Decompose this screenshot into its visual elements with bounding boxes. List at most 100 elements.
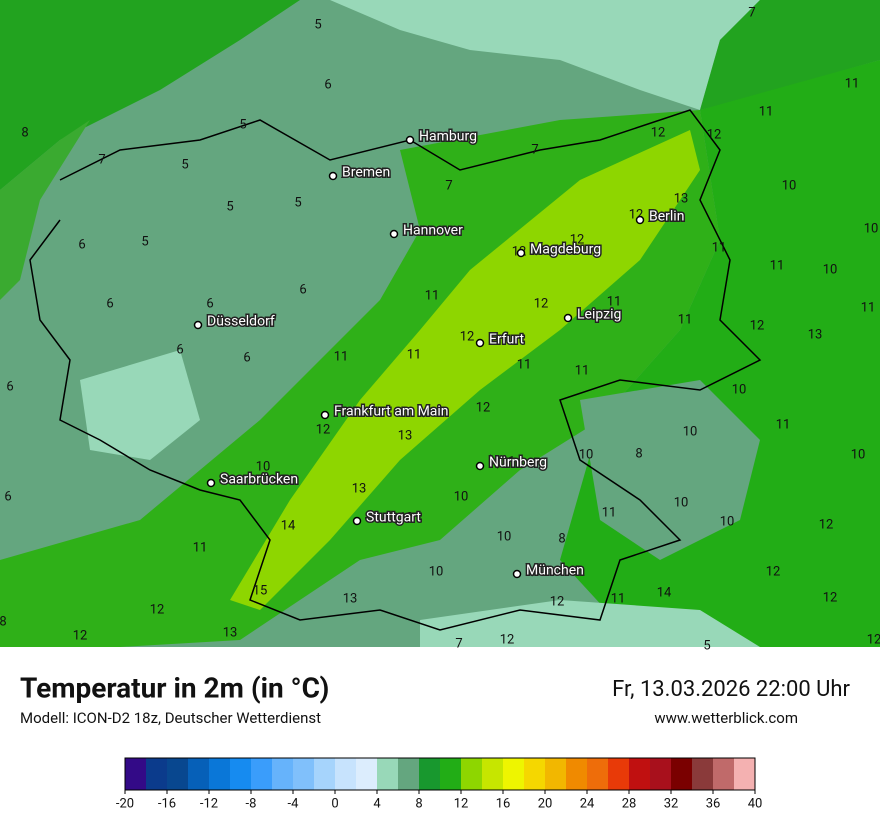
temperature-label: 10 [864, 221, 879, 236]
temperature-label: 12 [707, 127, 722, 142]
sea-area [0, 0, 300, 190]
temperature-label: 12 [766, 564, 781, 579]
colorbar-swatch [503, 758, 525, 790]
model-info: Modell: ICON-D2 18z, Deutscher Wetterdie… [20, 709, 321, 727]
colorbar-swatch [146, 758, 168, 790]
colorbar-tick-label: 12 [454, 796, 469, 811]
colorbar-swatch [230, 758, 252, 790]
temperature-label: 11 [712, 240, 727, 255]
temperature-label: 10 [732, 382, 747, 397]
temperature-label: 5 [294, 195, 301, 210]
city-label: Stuttgart [366, 510, 421, 526]
temperature-label: 10 [497, 529, 512, 544]
temperature-label: 8 [558, 531, 565, 546]
temperature-label: 11 [407, 347, 422, 362]
temperature-label: 12 [460, 329, 475, 344]
temperature-label: 12 [819, 517, 834, 532]
temperature-label: 10 [429, 564, 444, 579]
city-label: Berlin [649, 209, 684, 225]
colorbar-tick-label: 16 [496, 796, 511, 811]
temperature-label: 6 [78, 237, 85, 252]
temperature-label: 7 [455, 636, 462, 651]
temperature-label: 10 [256, 459, 271, 474]
temperature-label: 12 [750, 318, 765, 333]
city-label: Bremen [342, 165, 390, 181]
temperature-label: 12 [399, 510, 414, 525]
alps-area [420, 600, 760, 647]
temperature-label: 11 [776, 417, 791, 432]
datetime: Fr, 13.03.2026 22:00 Uhr [612, 677, 850, 702]
temperature-label: 11 [517, 357, 532, 372]
colorbar-swatch [125, 758, 147, 790]
temperature-label: 11 [193, 540, 208, 555]
colorbar-swatch [482, 758, 504, 790]
colorbar-swatch [650, 758, 672, 790]
temperature-label: 8 [0, 614, 7, 629]
city-dot [352, 516, 362, 526]
website: www.wetterblick.com [654, 709, 798, 727]
temperature-label: 13 [343, 591, 358, 606]
temperature-label: 10 [851, 447, 866, 462]
cold-area [330, 0, 760, 110]
temperature-label: 5 [239, 117, 246, 132]
temperature-label: 11 [334, 349, 349, 364]
colorbar-swatch [671, 758, 693, 790]
colorbar-swatch [734, 758, 756, 790]
colorbar-tick-label: 20 [538, 796, 553, 811]
temperature-label: 5 [226, 199, 233, 214]
colorbar-swatch [419, 758, 441, 790]
temperature-label: 6 [6, 379, 13, 394]
colorbar-swatch [272, 758, 294, 790]
temperature-label: 10 [674, 495, 689, 510]
country-border [29, 109, 762, 631]
temperature-label: 5 [181, 157, 188, 172]
mountain-area [580, 380, 760, 560]
city-label: Saarbrücken [220, 472, 298, 488]
footer-background [0, 647, 880, 830]
cold-area [80, 350, 200, 460]
city-label: München [526, 563, 584, 579]
temperature-label: 12 [867, 632, 880, 647]
temperature-label: 12 [500, 632, 515, 647]
city-dot [206, 478, 216, 488]
temperature-label: 12 [73, 628, 88, 643]
temperature-label: 11 [602, 505, 617, 520]
temperature-label: 5 [703, 638, 710, 653]
colorbar-tick-label: 0 [331, 796, 338, 811]
temperature-label: 13 [674, 191, 689, 206]
temperature-label: 12 [550, 594, 565, 609]
temperature-label: 11 [425, 288, 440, 303]
colorbar-swatch [188, 758, 210, 790]
city-dot [320, 410, 330, 420]
temperature-label: 10 [782, 178, 797, 193]
city-dot [516, 248, 526, 258]
temperature-label: 12 [476, 400, 491, 415]
city-label: Düsseldorf [207, 314, 275, 330]
city-dot [475, 461, 485, 471]
colorbar-swatch [356, 758, 378, 790]
temperature-label: 11 [611, 591, 626, 606]
colorbar-swatch [209, 758, 231, 790]
city-label: Hamburg [419, 129, 477, 145]
city-label: Erfurt [489, 332, 524, 348]
temperature-label: 11 [575, 363, 590, 378]
temperature-label: 10 [454, 489, 469, 504]
city-dot [328, 171, 338, 181]
temperature-label: 12 [150, 602, 165, 617]
temperature-label: 12 [651, 125, 666, 140]
colorbar-swatch [524, 758, 546, 790]
colorbar-tick-label: -20 [116, 796, 134, 811]
colorbar-swatch [398, 758, 420, 790]
temperature-label: 8 [21, 125, 28, 140]
temperature-label: 6 [106, 296, 113, 311]
temperature-label: 6 [243, 350, 250, 365]
colorbar-swatch [293, 758, 315, 790]
temperature-label: 14 [657, 585, 672, 600]
sea-area [700, 0, 880, 110]
temperature-label: 7 [748, 5, 755, 20]
temperature-label: 14 [281, 518, 296, 533]
temperature-label: 10 [683, 424, 698, 439]
colorbar-swatch [377, 758, 399, 790]
sea-area [0, 120, 90, 300]
city-label: Hannover [403, 223, 463, 239]
